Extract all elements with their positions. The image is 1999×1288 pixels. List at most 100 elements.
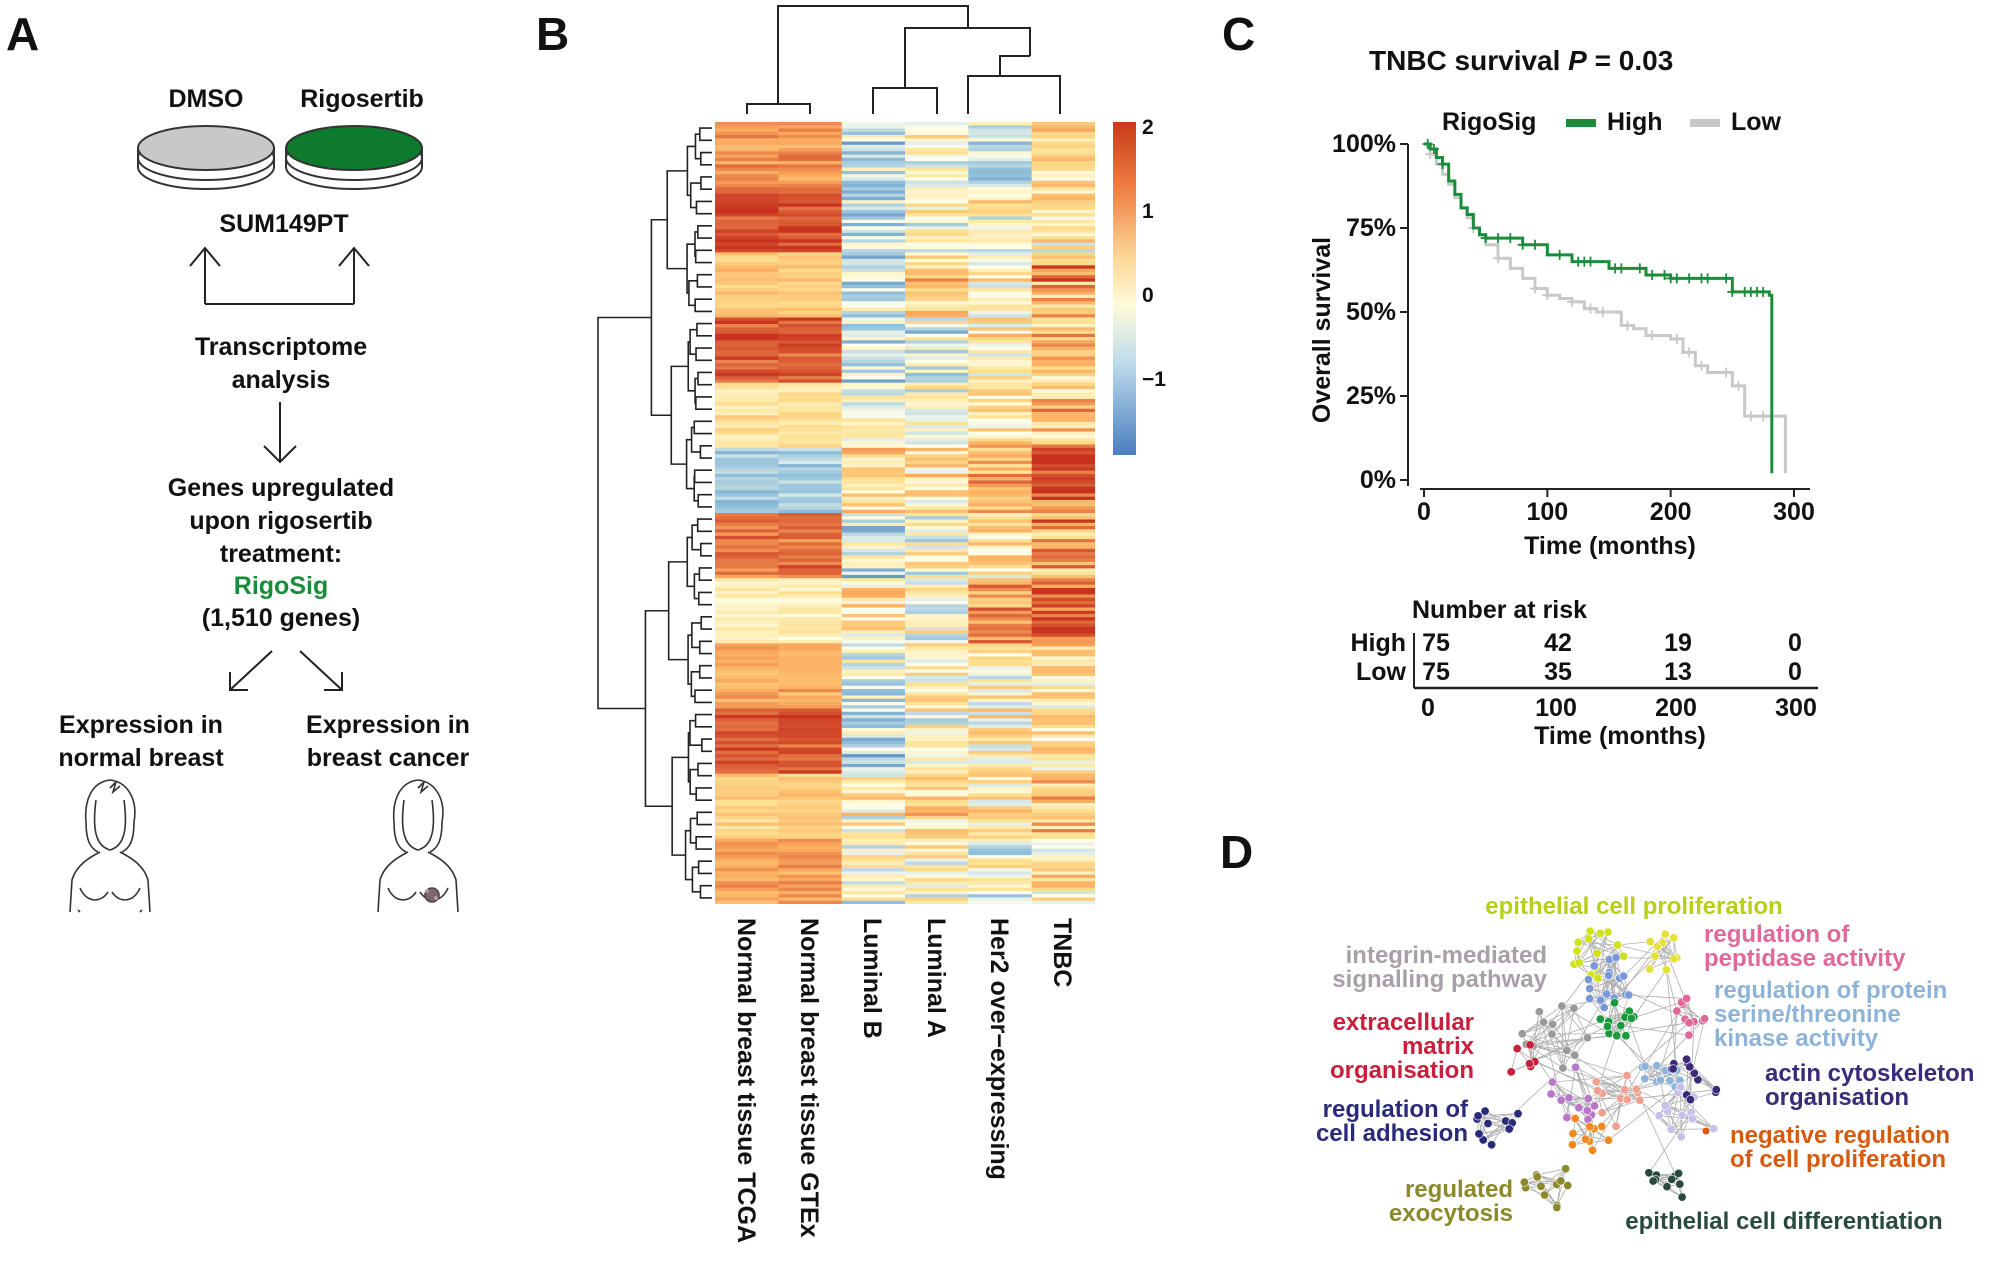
heatmap-cell [715,571,779,576]
km-censor-mark-high [1616,263,1627,274]
heatmap-cell [841,509,906,514]
heatmap-cell [841,679,906,684]
heatmap-cell [968,610,1033,615]
heatmap-cell [968,294,1033,299]
network-node [1603,1022,1613,1032]
row-dendrogram-branch [699,151,712,166]
heatmap-cell [905,291,969,296]
heatmap-cell [715,816,779,820]
heatmap-cell [715,887,779,892]
heatmap-cell [778,711,843,716]
heatmap-cell [841,213,906,218]
heatmap-cell [905,473,969,478]
heatmap-cell [778,252,843,257]
network-node [1532,1172,1542,1182]
heatmap-cell [778,835,843,840]
heatmap-cell [841,832,906,837]
heatmap-cell [841,467,906,472]
heatmap-cell [968,630,1033,635]
heatmap-cell [841,825,906,830]
heatmap-cell [715,754,779,758]
network-node [1519,1177,1529,1187]
heatmap-cell [1031,421,1095,426]
network-node [1525,1059,1535,1069]
heatmap-cell [968,656,1033,661]
heatmap-cell [715,167,779,172]
heatmap-cell [841,636,906,641]
heatmap-cell [841,122,906,126]
heatmap-cell [715,131,779,136]
heatmap-cell [1031,506,1095,511]
heatmap-cell [715,825,779,830]
network-labels: epithelial cell proliferation integrin-m… [1316,893,1974,1235]
row-dendrogram-branch [694,298,712,313]
heatmap-cell [841,330,906,335]
heatmap-cell [841,715,906,719]
heatmap-cell [715,614,779,618]
heatmap-cell [1031,513,1095,517]
heatmap-cell [715,190,779,195]
heatmap-cell [1031,245,1095,250]
heatmap-cell [905,477,969,482]
heatmap-cell [715,232,779,237]
heatmap-cell [968,164,1033,169]
heatmap-cell [1031,301,1095,306]
heatmap-cell [715,128,779,133]
heatmap-cell [1031,457,1095,462]
heatmap-cell [968,705,1033,710]
heatmap-cell [1031,398,1095,403]
heatmap-cell [968,219,1033,224]
heatmap-cell [1031,754,1095,758]
heatmap-cell [715,252,779,257]
label-epithelial-differentiation: epithelial cell differentiation [1625,1208,1942,1235]
heatmap-cell [715,542,779,547]
heatmap-cell [968,382,1033,387]
risk-cell: 75 [1422,658,1450,686]
heatmap-cell [1031,385,1095,390]
heatmap-cell [1031,890,1095,895]
step1-line1: Transcriptome [195,333,367,361]
heatmap-cell [905,581,969,586]
heatmap-cell [905,659,969,664]
network-node [1619,971,1629,981]
colorbar-tick-1: 1 [1142,200,1154,223]
heatmap-cell [1031,464,1095,468]
heatmap-cell [1031,760,1095,765]
heatmap-cell [778,783,843,788]
heatmap-cell [715,513,779,517]
heatmap-cell [1031,148,1095,152]
heatmap-cell [1031,167,1095,172]
heatmap-cell [841,174,906,178]
heatmap-cell [841,398,906,403]
heatmap-cell [968,884,1033,889]
heatmap-cell [905,656,969,661]
heatmap-cell [905,454,969,459]
heatmap-cell [905,509,969,514]
heatmap-cell [715,411,779,416]
heatmap-cell [841,513,906,517]
heatmap-cell [1031,359,1095,364]
network-edge [1540,1168,1566,1187]
heatmap-cell [905,369,969,374]
heatmap-cell [1031,216,1095,221]
heatmap-cell [968,206,1033,211]
heatmap-cell [968,372,1033,377]
breast-cancer-figure-icon [377,779,459,913]
heatmap-cell [841,721,906,726]
heatmap-cell [841,552,906,556]
heatmap-cell [841,389,906,394]
heatmap-cell [715,812,779,817]
heatmap-cell [1031,855,1095,859]
heatmap-cell [778,223,843,227]
heatmap-cell [905,131,969,136]
heatmap-cell [905,881,969,886]
heatmap-cell [905,294,969,299]
heatmap-cell [905,829,969,833]
heatmap-cell [905,144,969,149]
heatmap-cell [905,516,969,521]
heatmap-cell [1031,542,1095,547]
network-edge [1561,1005,1610,1034]
heatmap-cell [968,340,1033,345]
heatmap-cell [1031,337,1095,341]
network-node [1517,1029,1527,1039]
